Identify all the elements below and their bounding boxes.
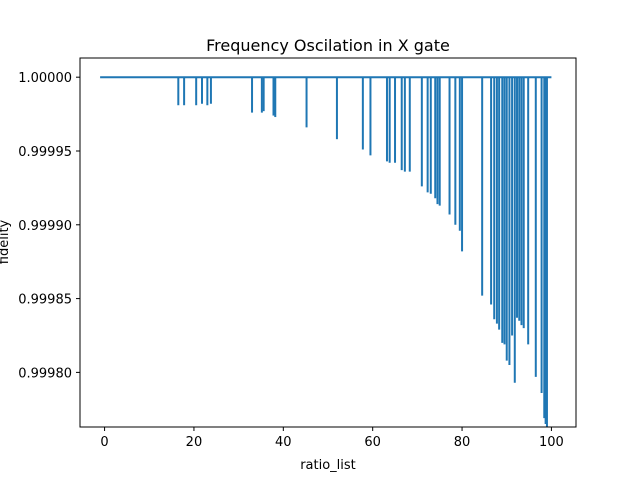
x-axis: 0 20 40 60 80 100 [100,427,564,450]
y-tick-label: 0.99980 [18,366,72,381]
x-tick-label: 40 [275,435,292,450]
x-tick-label: 60 [364,435,381,450]
y-tick-label: 0.99995 [18,145,72,160]
chart-title: Frequency Oscilation in X gate [206,36,450,55]
y-axis: 0.99980 0.99985 0.99990 0.99995 1.00000 [18,71,80,381]
y-tick-label: 0.99985 [18,293,72,308]
y-axis-label: fidelity [0,219,12,264]
x-axis-label: ratio_list [300,458,356,473]
x-tick-label: 0 [100,435,108,450]
x-tick-label: 100 [539,435,564,450]
axes-frame [79,57,577,428]
y-tick-label: 1.00000 [18,71,72,86]
y-tick-label: 0.99990 [18,219,72,234]
x-tick-label: 20 [186,435,203,450]
plot-area [100,76,552,427]
x-tick-label: 80 [454,435,471,450]
